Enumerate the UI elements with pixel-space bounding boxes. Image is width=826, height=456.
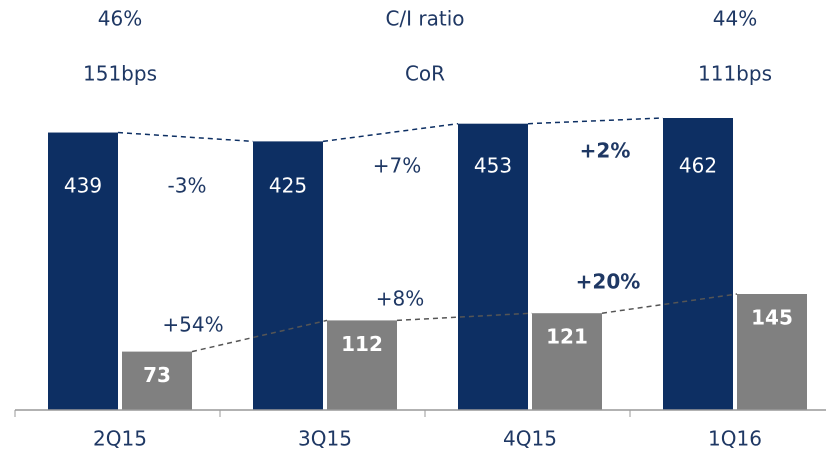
bar bbox=[48, 132, 118, 410]
value-label: 121 bbox=[546, 325, 588, 349]
value-label: 73 bbox=[143, 363, 171, 387]
x-tick-label: 3Q15 bbox=[298, 427, 352, 451]
bar bbox=[532, 313, 602, 410]
value-label: 453 bbox=[474, 154, 512, 178]
annotation: +2% bbox=[580, 139, 631, 163]
bar bbox=[253, 141, 323, 410]
annotation: 44% bbox=[713, 7, 757, 31]
annotation: +20% bbox=[576, 270, 641, 294]
value-label: 425 bbox=[269, 174, 307, 198]
value-label: 439 bbox=[64, 174, 102, 198]
x-tick-label: 4Q15 bbox=[503, 427, 557, 451]
value-label: 462 bbox=[679, 154, 717, 178]
bar bbox=[663, 118, 733, 410]
connector bbox=[322, 122, 459, 143]
connector bbox=[527, 117, 664, 125]
annotation: 151bps bbox=[83, 62, 157, 86]
connector bbox=[396, 312, 533, 322]
annotation: C/I ratio bbox=[385, 7, 464, 31]
bar bbox=[122, 351, 192, 410]
annotation: 111bps bbox=[698, 62, 772, 86]
connector bbox=[117, 131, 254, 143]
annotation: +7% bbox=[373, 154, 422, 178]
annotation: CoR bbox=[405, 62, 445, 86]
annotation: +8% bbox=[376, 287, 425, 311]
annotation: -3% bbox=[168, 174, 207, 198]
connector bbox=[601, 293, 738, 314]
annotation: 46% bbox=[98, 7, 142, 31]
bar bbox=[327, 320, 397, 410]
value-label: 145 bbox=[751, 306, 793, 330]
bar bbox=[737, 294, 807, 410]
x-tick-label: 2Q15 bbox=[93, 427, 147, 451]
bar bbox=[458, 123, 528, 411]
annotation: +54% bbox=[162, 313, 223, 337]
value-label: 112 bbox=[341, 332, 383, 356]
x-tick-label: 1Q16 bbox=[708, 427, 762, 451]
